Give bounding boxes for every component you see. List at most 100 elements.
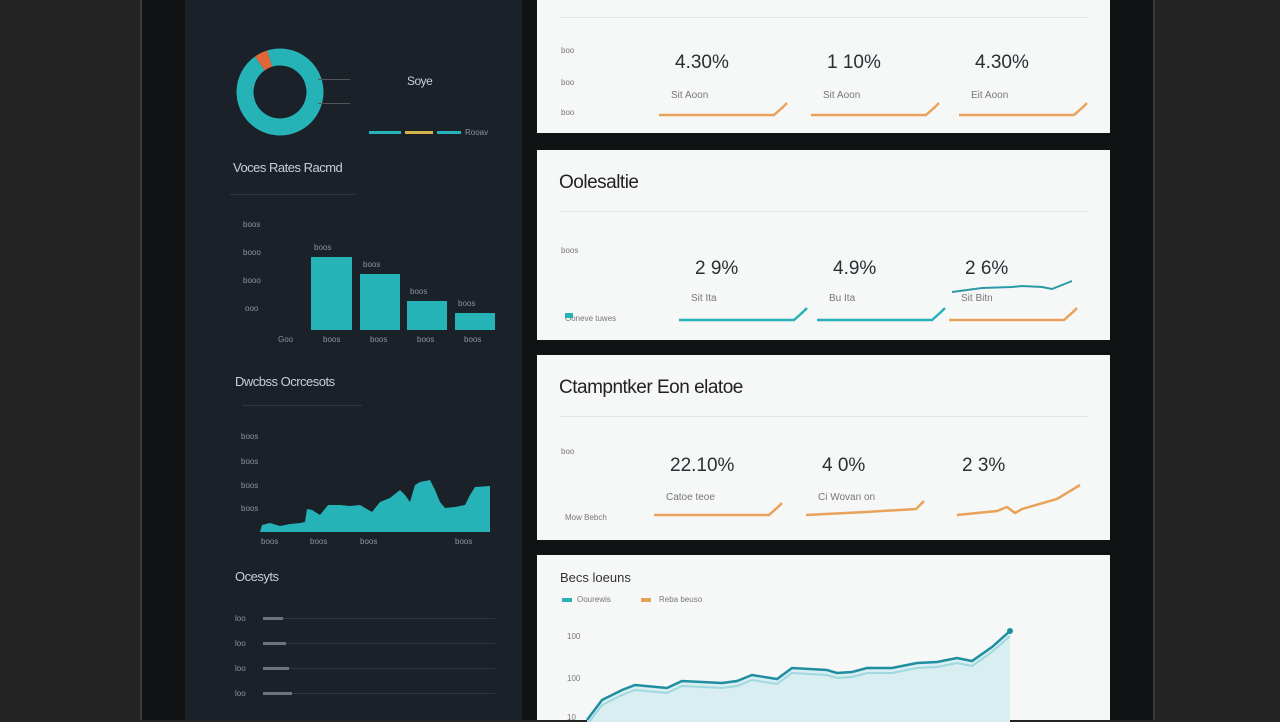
donut-leader-line [318,103,350,104]
area-chart [260,480,490,532]
x-label: boos [464,335,482,344]
divider [559,17,1088,18]
donut-slice [254,50,273,71]
metric-label: Sit Aoon [671,90,709,101]
sparkline-line [654,502,783,517]
y-tick: 100 [567,674,581,683]
sparkline-line [679,307,808,322]
y-tick: boos [243,220,261,229]
side-label: Mow Bebch [565,513,607,522]
donut-slice [236,48,324,136]
divider [559,211,1088,212]
y-tick: boos [241,432,259,441]
card: boo boo boo 4.30% Sit Aoon 1 10% Sit Aoon 4.30%… [537,0,1110,133]
line-chart [586,628,1013,722]
legend-label: Oourewis [577,595,611,604]
card-title: Oolesaltie [559,172,639,193]
metric-value: 4.9% [833,258,877,279]
list-row-label: loo [235,664,246,673]
legend-swatch [562,598,572,602]
series-line [588,635,1011,722]
area-fill [587,631,1010,722]
data-point [1007,628,1013,634]
metric-value: 2 3% [962,455,1006,476]
list-row-track[interactable] [263,643,495,644]
metric-label: Bu Ita [829,293,856,304]
metric-value: 4 0% [822,455,866,476]
sparkline-line [956,483,1081,517]
metric-label: Sit Bitn [961,293,993,304]
sparkline [949,307,1078,322]
metric-label: Sit Aoon [823,90,861,101]
list-row-bar [263,617,283,620]
side-label: Ooneve tuwes [565,314,617,323]
list-row-track[interactable] [263,668,495,669]
sparkline-line [659,102,788,117]
legend-swatch [437,131,461,134]
bar-section-title: Voces Rates Racmd [233,160,343,175]
side-label: boo [561,46,575,55]
metric-value: 1 10% [827,52,881,73]
sparkline [805,500,925,517]
x-label: boos [261,537,279,546]
list-row-track[interactable] [263,693,495,694]
x-label: boos [370,335,388,344]
sparkline [654,502,783,517]
sparkline [956,483,1081,517]
left-panel: Soye Rooav Voces Rates Racmd boos booo b… [185,0,522,720]
bar [407,300,447,330]
list-row-label: loo [235,689,246,698]
metric-label: Catoe teoe [666,492,715,503]
metric-value: 22.10% [670,455,735,476]
card: Ctampntker Eon elatoe boo Mow Bebch 22.10% C… [537,355,1110,540]
y-tick: ooo [245,304,259,313]
bar [455,313,495,330]
list-row-bar [263,667,289,670]
legend-swatch [641,598,651,602]
y-tick: 100 [567,632,581,641]
list-row-bar [263,642,286,645]
card-title: Ctampntker Eon elatoe [559,377,743,398]
sparkline-line [817,307,946,322]
sparkline-line [959,102,1088,117]
divider [559,416,1088,417]
bar-label: boos [314,243,332,252]
y-tick: boos [241,481,259,490]
metric-label: Ci Wovan on [818,492,876,503]
x-label: boos [310,537,328,546]
donut-chart [236,48,324,136]
sparkline [959,102,1088,117]
card: Becs loeuns Oourewis Reba beuso 100 100 10 [537,555,1110,722]
bar [360,273,400,330]
side-label: boo [561,447,575,456]
legend-label: Rooav [465,128,489,137]
divider [230,194,355,195]
sparkline [679,307,808,322]
metric-label: Sit Ita [691,293,717,304]
metric-value: 2 6% [965,258,1009,279]
sparkline-line [805,500,925,517]
bar-label: boos [458,299,476,309]
sparkline-line [949,307,1078,322]
list-row-bar [263,692,292,695]
list-row-track[interactable] [263,618,495,619]
list-section-title: Ocesyts [235,569,279,584]
side-label: boo [561,108,575,117]
y-tick: boos [241,457,259,466]
list-row-label: loo [235,614,246,623]
donut-leader-line [318,79,350,80]
sparkline-line [811,102,940,117]
sparkline-line [951,280,1073,293]
card-title: Becs loeuns [560,570,631,585]
y-tick: booo [243,248,261,257]
legend-swatch [405,131,433,134]
card: Oolesaltie boos Ooneve tuwes 2 9% Sit Ita 4.9… [537,150,1110,340]
divider [242,405,362,406]
x-label: boos [323,335,341,344]
sparkline [817,307,946,322]
bar-label: boos [410,286,428,296]
sparkline [951,280,1073,293]
metric-value: 2 9% [695,258,739,279]
side-label: boos [561,246,579,255]
side-label: boo [561,78,575,87]
